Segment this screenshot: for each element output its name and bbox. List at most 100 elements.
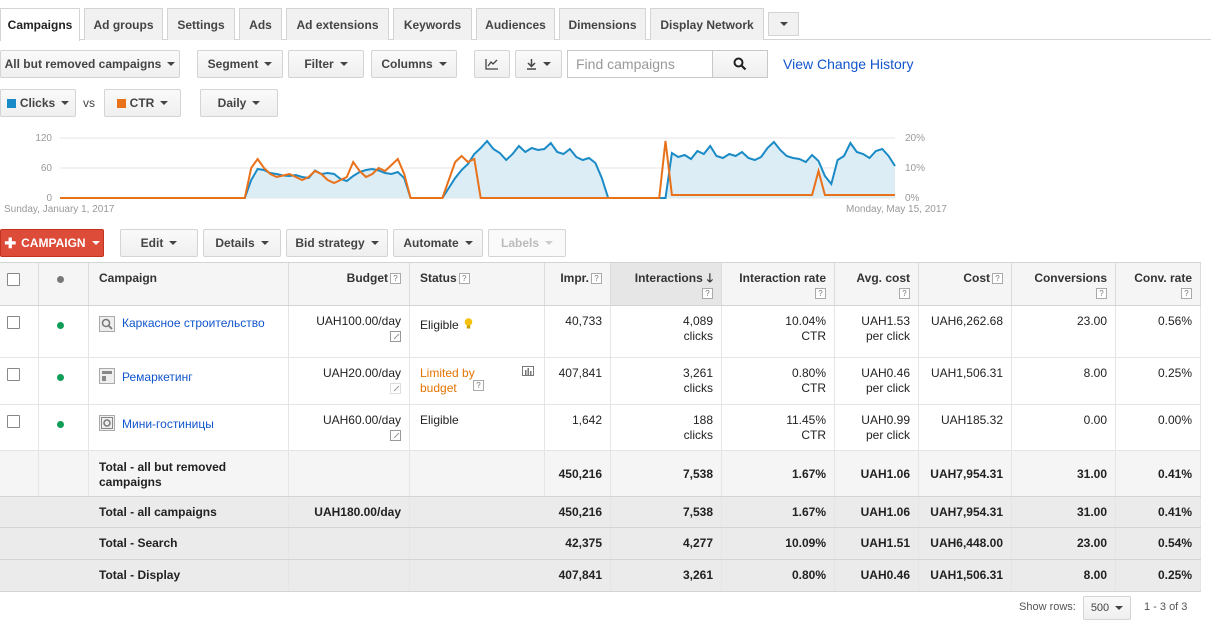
enabled-status-dot[interactable] [57, 421, 64, 428]
total-row-search: Total - Search 42,375 4,277 10.09% UAH1.… [0, 528, 1201, 560]
interaction-rate-cell: 0.80% CTR [722, 358, 835, 404]
performance-chart: 120 60 0 20% 10% 0% Sunday, January 1, 2… [4, 133, 947, 215]
details-button[interactable]: Details [203, 229, 281, 257]
metric2-dropdown[interactable]: CTR [104, 89, 181, 117]
total-budget [289, 560, 410, 591]
tab-ads[interactable]: Ads [239, 8, 282, 40]
help-icon[interactable]: ? [591, 273, 602, 285]
bid-strategy-button[interactable]: Bid strategy [286, 229, 388, 257]
automate-button[interactable]: Automate [393, 229, 483, 257]
tab-settings[interactable]: Settings [167, 8, 235, 40]
columns-button[interactable]: Columns [371, 50, 457, 78]
tab-keywords[interactable]: Keywords [393, 8, 472, 40]
total-conv-rate: 0.25% [1116, 560, 1201, 591]
labels-label: Labels [500, 236, 539, 250]
help-icon[interactable]: ? [1096, 288, 1107, 300]
total-conversions: 31.00 [1012, 451, 1116, 496]
help-icon[interactable]: ? [992, 273, 1003, 285]
labels-button[interactable]: Labels [488, 229, 566, 257]
lightbulb-icon[interactable] [464, 318, 473, 330]
edit-icon[interactable] [390, 331, 401, 342]
budget-value: UAH100.00/day [316, 314, 401, 328]
row-checkbox[interactable] [7, 368, 20, 381]
help-icon[interactable]: ? [899, 288, 910, 300]
edit-button[interactable]: Edit [120, 229, 198, 257]
campaign-name-link[interactable]: Каркасное строительство [122, 316, 265, 330]
tab-dimensions[interactable]: Dimensions [559, 8, 646, 40]
total-interactions: 7,538 [611, 497, 722, 527]
table-row: Каркасное строительство UAH100.00/day El… [0, 306, 1201, 358]
chevron-down-icon [339, 62, 348, 66]
header-status[interactable]: Status? [410, 263, 545, 305]
view-change-history-link[interactable]: View Change History [783, 56, 914, 72]
columns-label: Columns [381, 57, 433, 71]
total-interactions: 4,277 [611, 528, 722, 559]
enabled-status-dot[interactable] [57, 322, 64, 329]
help-icon[interactable]: ? [458, 273, 470, 285]
conv-rate-cell: 0.00% [1116, 405, 1201, 450]
help-icon[interactable]: ? [390, 273, 401, 285]
metric1-dropdown[interactable]: Clicks [0, 89, 76, 117]
total-conversions: 8.00 [1012, 560, 1116, 591]
search-input[interactable] [567, 50, 713, 78]
cost-cell: UAH1,506.31 [919, 358, 1012, 404]
edit-icon[interactable] [390, 430, 401, 441]
tab-audiences[interactable]: Audiences [476, 8, 555, 40]
tab-campaigns[interactable]: Campaigns [0, 8, 80, 41]
header-cost-label: Cost [963, 271, 990, 285]
metric1-label: Clicks [19, 96, 56, 110]
header-cost[interactable]: Cost? [919, 263, 1012, 305]
help-icon[interactable]: ? [473, 380, 484, 391]
enabled-status-dot[interactable] [57, 374, 64, 381]
edit-icon[interactable] [390, 383, 401, 394]
status-value: Eligible [420, 318, 459, 332]
campaign-filter-dropdown[interactable]: All but removed campaigns [0, 50, 180, 78]
interactions-unit: clicks [683, 329, 713, 343]
header-impr-label: Impr. [560, 271, 589, 285]
select-all-checkbox[interactable] [7, 273, 20, 286]
chart-toggle-button[interactable] [474, 50, 510, 78]
header-avg-cost[interactable]: Avg. cost? [835, 263, 919, 305]
budget-cell: UAH60.00/day [289, 405, 410, 450]
header-conversions-label: Conversions [1034, 271, 1107, 285]
impr-cell: 1,642 [545, 405, 611, 450]
header-interactions-label: Interactions [634, 271, 703, 285]
avg-cost-cell: UAH0.46 per click [835, 358, 919, 404]
header-budget[interactable]: Budget? [289, 263, 410, 305]
tab-display-network[interactable]: Display Network [650, 8, 764, 40]
interaction-rate-value: 11.45% [786, 413, 826, 427]
download-button[interactable] [515, 50, 562, 78]
add-campaign-button[interactable]: ✚ CAMPAIGN [0, 229, 104, 257]
row-status-cell [39, 306, 89, 357]
interaction-rate-unit: CTR [801, 381, 826, 395]
header-interactions[interactable]: Interactions 🡓? [611, 263, 722, 305]
interactions-value: 188 [692, 413, 713, 427]
help-icon[interactable]: ? [1181, 288, 1192, 300]
campaign-name-link[interactable]: Ремаркетинг [122, 370, 193, 384]
total-interaction-rate: 1.67% [722, 497, 835, 527]
row-checkbox[interactable] [7, 415, 20, 428]
period-dropdown[interactable]: Daily [200, 89, 278, 117]
header-campaign[interactable]: Campaign [89, 263, 289, 305]
help-icon[interactable]: ? [815, 288, 826, 300]
show-rows-select[interactable]: 500 [1083, 596, 1131, 620]
header-conv-rate[interactable]: Conv. rate? [1116, 263, 1201, 305]
segment-button[interactable]: Segment [197, 50, 283, 78]
tab-ad-groups[interactable]: Ad groups [84, 8, 163, 40]
total-label: Total - Display [89, 560, 289, 591]
filter-button[interactable]: Filter [288, 50, 364, 78]
interaction-rate-unit: CTR [801, 428, 826, 442]
total-conv-rate: 0.41% [1116, 451, 1201, 496]
header-impr[interactable]: Impr.? [545, 263, 611, 305]
search-button[interactable] [712, 50, 768, 78]
row-checkbox[interactable] [7, 316, 20, 329]
bar-chart-icon[interactable] [522, 366, 534, 376]
more-tabs-button[interactable] [768, 12, 799, 36]
campaign-name-link[interactable]: Мини-гостиницы [122, 417, 214, 431]
help-icon[interactable]: ? [702, 288, 713, 300]
header-conversions[interactable]: Conversions? [1012, 263, 1116, 305]
table-row: Мини-гостиницы UAH60.00/day Eligible 1,6… [0, 405, 1201, 451]
total-cost: UAH7,954.31 [919, 451, 1012, 496]
header-interaction-rate[interactable]: Interaction rate? [722, 263, 835, 305]
tab-ad-extensions[interactable]: Ad extensions [286, 8, 389, 40]
